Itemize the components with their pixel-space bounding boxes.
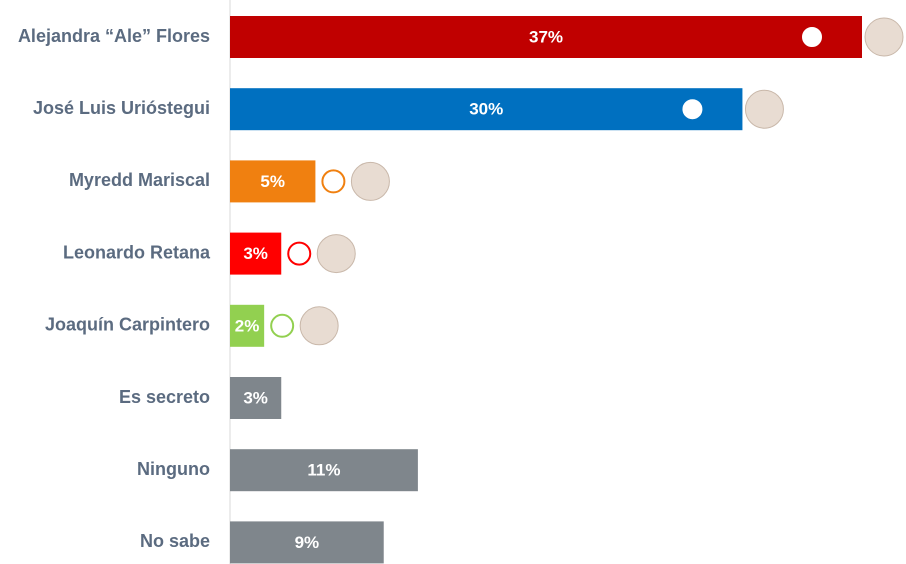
party-logo <box>801 26 823 48</box>
party-logo <box>271 315 293 337</box>
category-label: Es secreto <box>119 387 210 407</box>
value-label: 30% <box>469 100 503 119</box>
value-label: 37% <box>529 27 563 46</box>
category-label: Alejandra “Ale” Flores <box>18 26 210 46</box>
candidate-photo <box>300 307 338 345</box>
party-logo <box>681 98 703 120</box>
category-label: Myredd Mariscal <box>69 170 210 190</box>
category-label: Joaquín Carpintero <box>45 315 210 335</box>
candidate-photo <box>865 18 903 56</box>
value-label: 3% <box>243 388 268 407</box>
value-label: 9% <box>295 533 320 552</box>
party-logo <box>288 243 310 265</box>
category-label: No sabe <box>140 531 210 551</box>
candidate-photo <box>745 90 783 128</box>
value-label: 2% <box>235 316 260 335</box>
value-label: 3% <box>243 244 268 263</box>
value-label: 5% <box>260 172 285 191</box>
chart: Alejandra “Ale” Flores 37% José Luis Uriós… <box>0 0 906 564</box>
category-label: José Luis Urióstegui <box>33 98 210 118</box>
party-logo <box>322 170 344 192</box>
category-label: Ninguno <box>137 459 210 479</box>
candidate-photo <box>317 235 355 273</box>
value-label: 11% <box>307 461 340 480</box>
candidate-photo <box>351 162 389 200</box>
category-label: Leonardo Retana <box>63 242 211 262</box>
